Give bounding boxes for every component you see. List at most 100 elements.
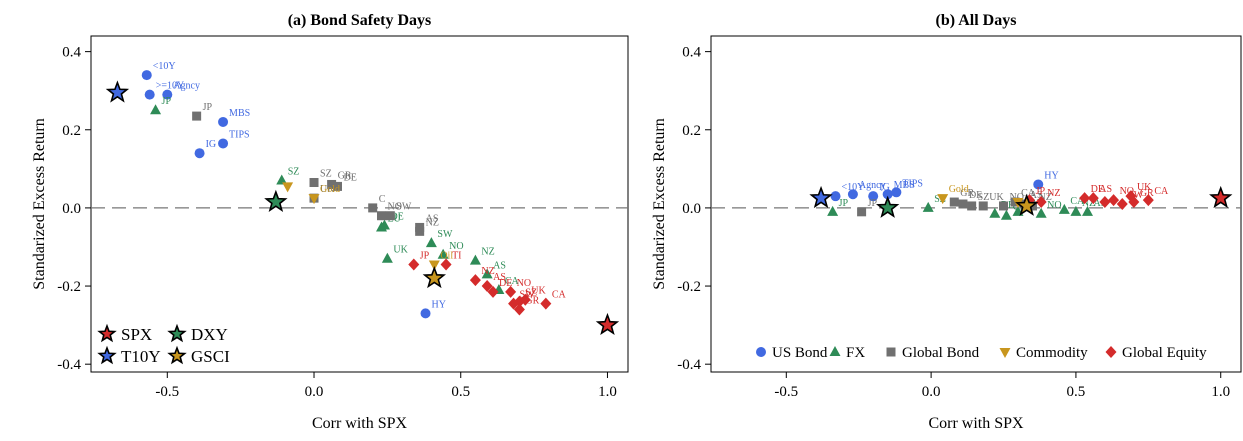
data-point (428, 260, 440, 271)
point-label: UK (1137, 182, 1152, 193)
data-point (519, 293, 531, 306)
legend-label: Global Bond (902, 345, 980, 361)
point-label: >=10Y (156, 81, 185, 92)
data-point (194, 148, 205, 159)
star-marker-spx (1209, 185, 1233, 209)
legend-marker (886, 347, 896, 357)
star-marker-t10y (809, 185, 833, 209)
point-label: JP (1036, 186, 1046, 197)
data-point (868, 191, 879, 202)
data-point (332, 181, 342, 191)
data-point (830, 191, 841, 202)
point-label: IG (879, 182, 890, 193)
data-point (440, 258, 452, 271)
x-axis-label: Corr with SPX (928, 415, 1024, 432)
data-point (150, 104, 162, 115)
data-point (218, 138, 229, 149)
point-label: NO (449, 241, 463, 252)
point-label: NZ (1047, 188, 1060, 199)
data-point (1108, 194, 1120, 207)
point-label: NO (1047, 200, 1061, 211)
data-point (1116, 198, 1128, 210)
data-point (1035, 196, 1047, 209)
point-label: TIPS (229, 129, 250, 140)
star-marker-gsci (1014, 193, 1039, 216)
point-label: UK (531, 286, 546, 297)
data-point (141, 70, 152, 81)
x-tick-label: 0.0 (305, 384, 324, 400)
legend-label: Global Equity (1122, 345, 1207, 361)
data-point (144, 89, 155, 100)
x-tick-label: 1.0 (598, 384, 617, 400)
legend-label: Commodity (1016, 345, 1088, 361)
point-label: CA (552, 290, 567, 301)
data-point (308, 194, 320, 205)
data-point (891, 187, 902, 198)
point-label: GR (1140, 188, 1154, 199)
y-tick-label: 0.2 (62, 123, 81, 139)
x-tick-label: 0.5 (451, 384, 470, 400)
point-label: SW (437, 229, 453, 240)
data-point (162, 89, 173, 100)
legend-marker (756, 347, 766, 357)
data-point (408, 258, 420, 271)
x-tick-label: -0.5 (155, 384, 179, 400)
chart-title: (b) All Days (936, 12, 1017, 29)
data-point (540, 297, 552, 310)
data-point (999, 201, 1009, 211)
point-label: SW (396, 202, 412, 213)
point-label: <10Y (153, 61, 176, 72)
point-label: GR (525, 295, 539, 306)
data-point (882, 189, 893, 200)
data-point (469, 274, 481, 287)
legend-label: FX (846, 345, 865, 361)
y-tick-label: 0.0 (682, 201, 701, 217)
point-label: AS (1030, 190, 1043, 201)
point-label: MBS (229, 108, 250, 119)
legend-label: SPX (121, 325, 152, 344)
point-label: NZ (1038, 192, 1051, 203)
data-point (377, 211, 387, 221)
data-point (385, 211, 395, 221)
x-tick-label: 0.5 (1067, 384, 1086, 400)
point-label: HY (432, 299, 446, 310)
data-point (368, 203, 378, 213)
data-point (1128, 196, 1140, 209)
data-point (508, 297, 520, 310)
data-point (989, 207, 1001, 218)
star-marker-dxy (875, 195, 900, 218)
data-point (1058, 203, 1070, 214)
point-label: TI (452, 251, 461, 262)
data-point (276, 174, 288, 185)
data-point (949, 197, 959, 207)
legend: US Bond FX Global Bond Commodity Global Equi… (756, 345, 1207, 361)
data-point (847, 189, 858, 200)
point-label: UK (989, 192, 1004, 203)
data-point (1099, 196, 1111, 209)
point-label: NO (1010, 192, 1024, 203)
star-marker-dxy (264, 189, 288, 212)
point-label: JP (420, 251, 430, 262)
chart-title: (a) Bond Safety Days (288, 12, 432, 29)
plot-frame (710, 35, 1242, 373)
data-point (513, 303, 525, 316)
y-tick-label: 0.0 (62, 201, 81, 217)
data-point (481, 268, 493, 279)
point-label: MBS (894, 180, 915, 191)
point-label: NO (1120, 186, 1134, 197)
point-label: NO (388, 202, 402, 213)
panel-a: (a) Bond Safety Days Corr with SPX Standar… (31, 12, 629, 432)
point-label: Oil (440, 251, 453, 262)
point-label: IG (206, 139, 217, 150)
data-point (827, 205, 839, 216)
point-label: CA (505, 276, 520, 287)
point-label: JP (868, 198, 878, 209)
point-label: JP (839, 198, 849, 209)
point-label: Gold (320, 184, 340, 195)
point-label: AS (426, 213, 439, 224)
point-label: <10Y (842, 182, 865, 193)
point-label: DE (499, 278, 512, 289)
